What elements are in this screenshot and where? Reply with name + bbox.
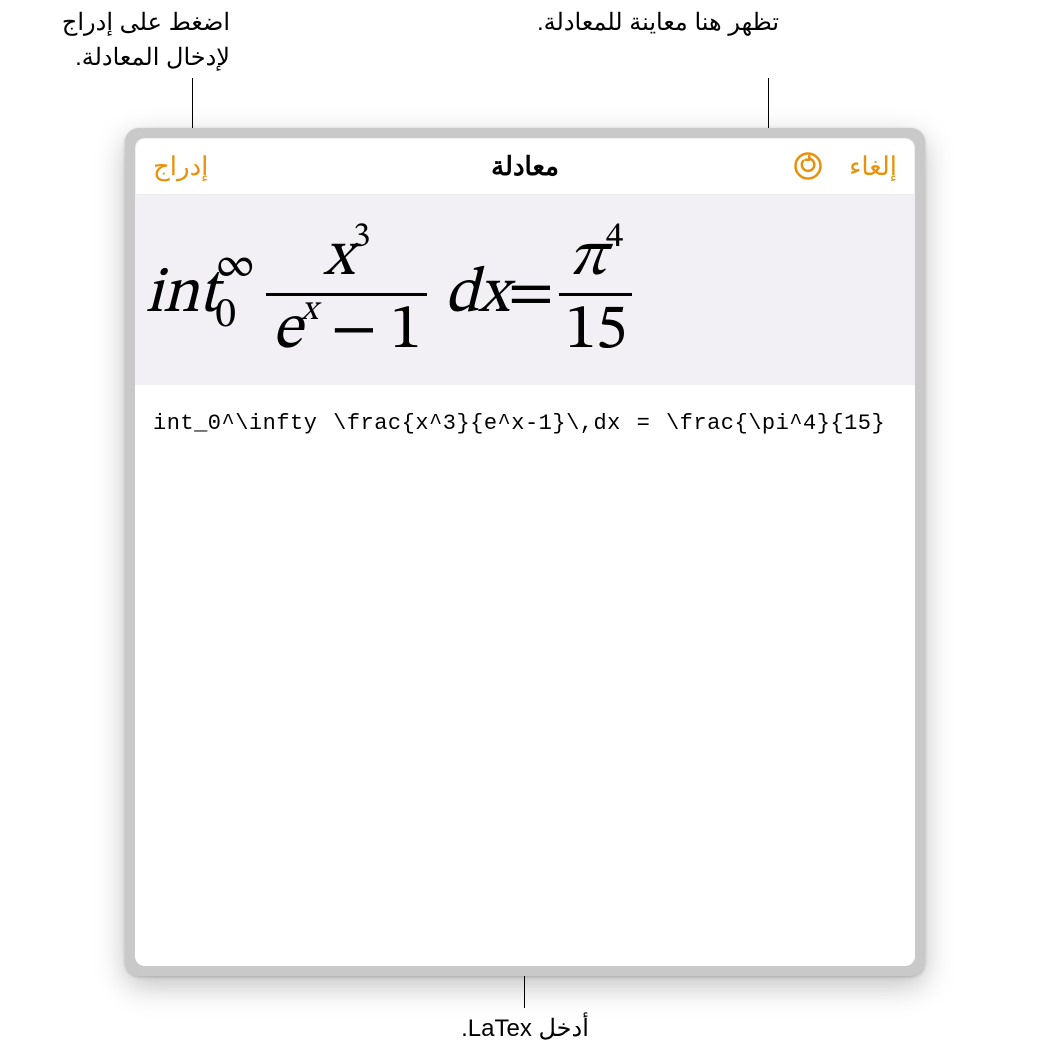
preview-frac1-num-sup: 3 (353, 220, 369, 255)
header-right-group: إلغاء (793, 138, 897, 194)
redo-icon[interactable] (793, 151, 823, 181)
equation-title: معادلة (491, 151, 559, 182)
header-left-group: إدراج (153, 138, 208, 194)
preview-frac1-den-base: e (272, 299, 301, 363)
preview-frac1: x3 ex − 1 (266, 223, 426, 367)
popover-header: إلغاء معادلة إدراج (135, 138, 915, 195)
callout-preview: تظهر هنا معاينة للمعادلة. (459, 6, 779, 41)
preview-frac1-num-base: x (323, 226, 353, 290)
preview-upper-limit: ∞ (215, 247, 254, 285)
preview-dx: dx (445, 263, 508, 327)
preview-frac2-num-base: π (569, 226, 606, 290)
latex-input[interactable]: int_0^\infty \frac{x^3}{e^x-1}\,dx = \fr… (153, 407, 897, 440)
equation-popover-inner: إلغاء معادلة إدراج int ∞ 0 (135, 138, 915, 966)
preview-frac1-den-tail: − 1 (317, 299, 421, 363)
preview-lower-limit: 0 (215, 297, 254, 335)
insert-button[interactable]: إدراج (153, 151, 208, 182)
callout-latex: أدخل LaTex. (400, 1012, 650, 1047)
equation-preview-math: int ∞ 0 x3 ex − 1 dx = (145, 223, 905, 367)
preview-frac1-den-sup: x (301, 293, 317, 328)
equation-popover: إلغاء معادلة إدراج int ∞ 0 (125, 128, 925, 976)
preview-frac2: π4 15 (559, 223, 632, 367)
callout-insert: اضغط على إدراج لإدخال المعادلة. (30, 6, 230, 76)
latex-input-area: int_0^\infty \frac{x^3}{e^x-1}\,dx = \fr… (135, 385, 915, 966)
preview-frac2-den: 15 (559, 296, 632, 366)
equation-preview: int ∞ 0 x3 ex − 1 dx = (135, 195, 915, 385)
preview-frac2-num-sup: 4 (606, 220, 622, 255)
preview-equals: = (508, 263, 553, 327)
cancel-button[interactable]: إلغاء (849, 151, 897, 182)
preview-prefix: int (145, 263, 217, 327)
preview-limits: ∞ 0 (215, 253, 254, 329)
